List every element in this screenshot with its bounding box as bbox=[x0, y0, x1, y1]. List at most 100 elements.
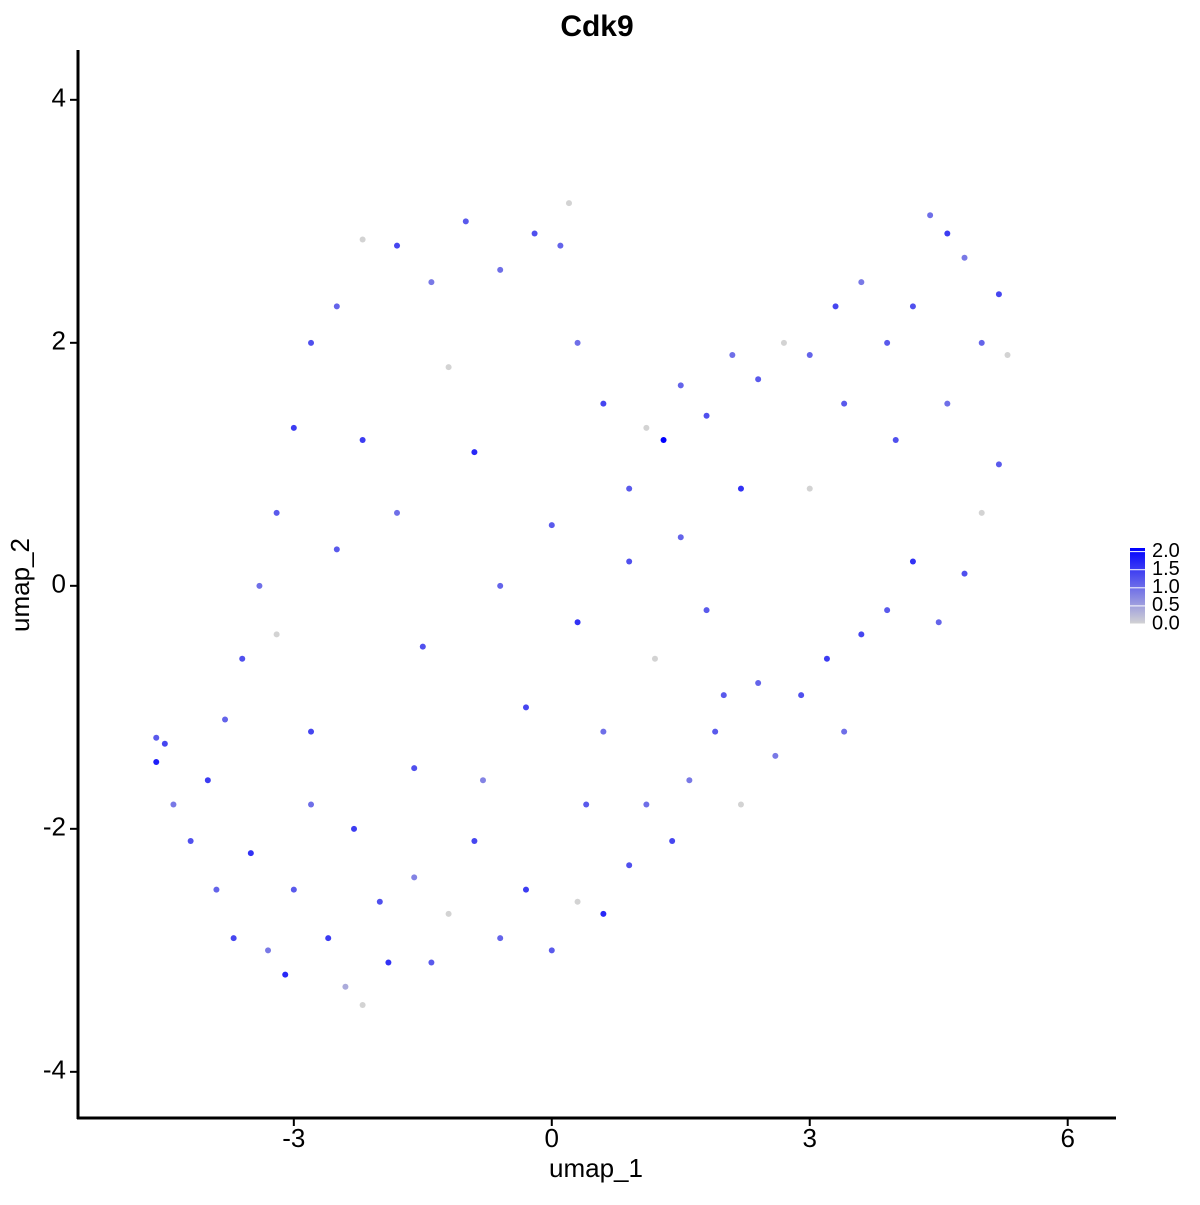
point bbox=[462, 218, 469, 225]
point bbox=[428, 279, 435, 286]
point bbox=[265, 947, 272, 954]
point bbox=[841, 728, 848, 735]
points bbox=[153, 200, 1011, 1009]
point bbox=[213, 886, 220, 893]
point bbox=[600, 400, 607, 407]
point bbox=[600, 728, 607, 735]
point bbox=[995, 291, 1002, 298]
point bbox=[944, 230, 951, 237]
point bbox=[170, 801, 177, 808]
point bbox=[858, 631, 865, 638]
point bbox=[806, 351, 813, 358]
point bbox=[574, 619, 581, 626]
point bbox=[325, 935, 332, 942]
point bbox=[187, 837, 194, 844]
point bbox=[394, 242, 401, 249]
point bbox=[479, 777, 486, 784]
y-axis-title: umap_2 bbox=[5, 538, 35, 632]
point bbox=[978, 339, 985, 346]
point bbox=[385, 959, 392, 966]
point bbox=[961, 570, 968, 577]
point bbox=[531, 230, 538, 237]
point bbox=[583, 801, 590, 808]
point bbox=[677, 382, 684, 389]
point bbox=[669, 837, 676, 844]
point bbox=[884, 607, 891, 614]
point bbox=[230, 935, 237, 942]
point bbox=[565, 200, 572, 207]
point bbox=[359, 1002, 366, 1009]
point bbox=[471, 449, 478, 456]
point bbox=[247, 850, 254, 857]
y-tick-label: 0 bbox=[52, 569, 66, 599]
point bbox=[643, 424, 650, 431]
color-bar bbox=[1130, 548, 1145, 624]
point bbox=[497, 935, 504, 942]
point bbox=[290, 424, 297, 431]
point bbox=[798, 692, 805, 699]
point bbox=[720, 692, 727, 699]
point bbox=[574, 339, 581, 346]
point bbox=[548, 947, 555, 954]
point bbox=[411, 874, 418, 881]
point bbox=[308, 801, 315, 808]
y-tick-label: 4 bbox=[52, 83, 66, 113]
point bbox=[574, 898, 581, 905]
point bbox=[419, 643, 426, 650]
point bbox=[290, 886, 297, 893]
color-tick-label: 0.0 bbox=[1152, 612, 1180, 634]
point bbox=[729, 351, 736, 358]
point bbox=[522, 704, 529, 711]
point bbox=[600, 910, 607, 917]
x-tick-label: 0 bbox=[545, 1123, 559, 1153]
point bbox=[411, 765, 418, 772]
point bbox=[1004, 351, 1011, 358]
point bbox=[961, 254, 968, 261]
point bbox=[935, 619, 942, 626]
point bbox=[737, 485, 744, 492]
point bbox=[471, 837, 478, 844]
point bbox=[497, 582, 504, 589]
point bbox=[428, 959, 435, 966]
point bbox=[445, 364, 452, 371]
point bbox=[909, 558, 916, 565]
point bbox=[256, 582, 263, 589]
point bbox=[497, 266, 504, 273]
point bbox=[273, 509, 280, 516]
point bbox=[832, 303, 839, 310]
point bbox=[703, 607, 710, 614]
point bbox=[995, 461, 1002, 468]
point bbox=[737, 801, 744, 808]
point bbox=[858, 279, 865, 286]
point bbox=[394, 509, 401, 516]
point bbox=[712, 728, 719, 735]
color-tick-label: 1.5 bbox=[1152, 558, 1180, 580]
point bbox=[161, 740, 168, 747]
point bbox=[308, 728, 315, 735]
point bbox=[703, 412, 710, 419]
point bbox=[651, 655, 658, 662]
point bbox=[359, 236, 366, 243]
point bbox=[772, 752, 779, 759]
point bbox=[626, 558, 633, 565]
point bbox=[359, 437, 366, 444]
point bbox=[884, 339, 891, 346]
point bbox=[780, 339, 787, 346]
point bbox=[927, 212, 934, 219]
color-tick-label: 2.0 bbox=[1152, 540, 1180, 562]
y-tick-label: 2 bbox=[52, 326, 66, 356]
point bbox=[351, 825, 358, 832]
point bbox=[978, 509, 985, 516]
point bbox=[755, 376, 762, 383]
point bbox=[944, 400, 951, 407]
point bbox=[273, 631, 280, 638]
x-tick-label: 6 bbox=[1060, 1123, 1074, 1153]
y-tick-label: -2 bbox=[43, 812, 66, 842]
point bbox=[333, 546, 340, 553]
point bbox=[841, 400, 848, 407]
point bbox=[892, 437, 899, 444]
point bbox=[342, 983, 349, 990]
point bbox=[222, 716, 229, 723]
point bbox=[153, 734, 160, 741]
